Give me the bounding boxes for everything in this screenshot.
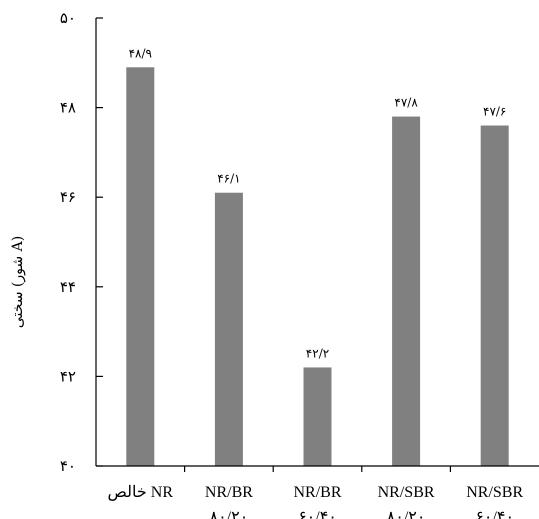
y-axis-label: سختی (شور A)	[10, 236, 26, 328]
x-tick-label: NR/SBR	[466, 484, 523, 501]
x-tick-label: ۸۰/۲۰	[387, 509, 426, 519]
data-label: ۴۷/۶	[483, 105, 506, 119]
bar	[303, 367, 332, 466]
x-tick-label: NR/SBR	[378, 484, 435, 501]
x-tick-label: ۶۰/۴۰	[475, 509, 514, 519]
data-label: ۴۲/۲	[306, 346, 329, 360]
x-tick-label: NR/BR	[293, 484, 341, 501]
y-axis: ۴۰ ۴۲ ۴۴ ۴۶ ۴۸ ۵۰	[60, 9, 103, 475]
bar	[480, 125, 509, 467]
y-tick-label: ۴۰	[60, 457, 76, 475]
x-axis: خالص NR NR/BR ۸۰/۲۰ NR/BR ۶۰/۴۰ NR/SBR ۸۰/۲۰ NR…	[96, 465, 539, 519]
bar	[214, 192, 243, 466]
bar	[392, 116, 421, 466]
y-tick-label: ۴۸	[60, 99, 76, 117]
bars: ۴۸/۹ ۴۶/۱ ۴۲/۲ ۴۷/۸ ۴۷/۶	[126, 46, 509, 467]
y-tick-label: ۴۶	[60, 188, 76, 206]
y-tick-label: ۴۲	[60, 367, 76, 385]
bar	[126, 67, 155, 466]
y-tick-label: ۵۰	[60, 9, 76, 27]
data-label: ۴۸/۹	[129, 46, 152, 60]
data-label: ۴۷/۸	[394, 96, 418, 110]
x-tick-label: ۸۰/۲۰	[209, 509, 248, 519]
data-label: ۴۶/۱	[217, 172, 240, 186]
x-tick-label: ۶۰/۴۰	[298, 509, 337, 519]
x-tick-label: خالص NR	[108, 484, 174, 501]
y-tick-label: ۴۴	[60, 278, 76, 296]
x-tick-label: NR/BR	[205, 484, 253, 501]
